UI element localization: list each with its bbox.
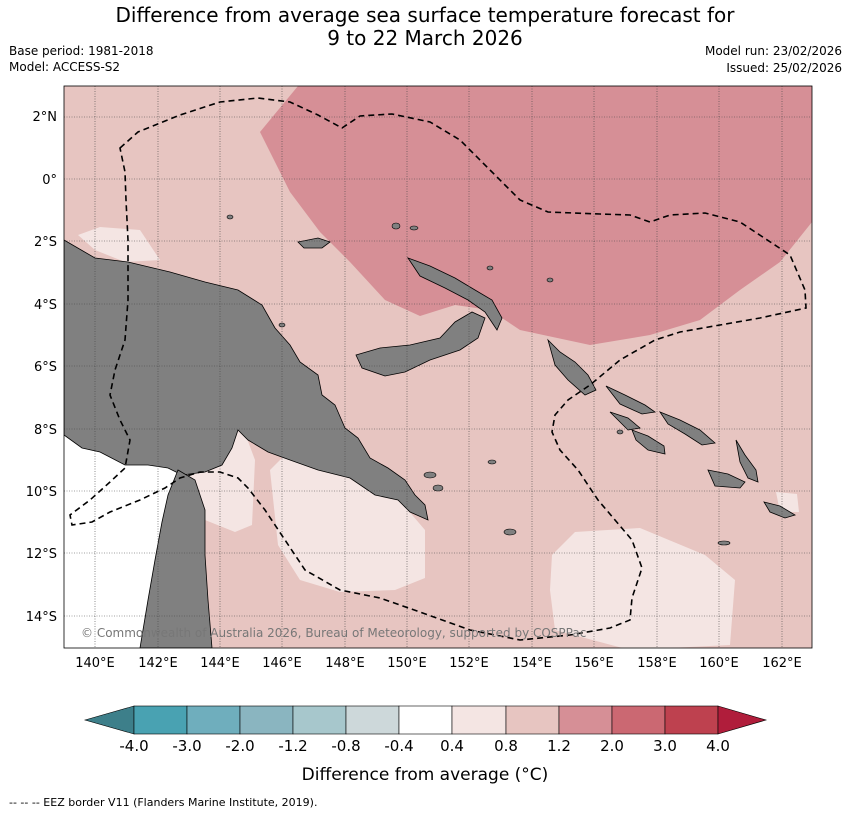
- sst-anomaly-map: © Commonwealth of Australia 2026, Bureau…: [26, 85, 813, 785]
- colorbar-segment-7: [451, 705, 507, 735]
- small-islands: [226, 214, 731, 546]
- land-bougainville: [547, 338, 597, 396]
- map-area: [64, 86, 812, 648]
- colorbar-tick-1: -4.0: [119, 737, 148, 755]
- lat-label-6s: 6°S: [34, 360, 57, 375]
- colorbar-tick-8: 0.8: [494, 737, 518, 755]
- lon-label-140e: 140°E: [75, 656, 115, 671]
- colorbar-tick-6: -0.4: [384, 737, 413, 755]
- colorbar-tick-2: -3.0: [172, 737, 201, 755]
- land-santa-isabel: [658, 411, 716, 446]
- colorbar-tick-7: 0.4: [440, 737, 464, 755]
- land-makira: [707, 469, 746, 489]
- colorbar-segment-6: [398, 705, 453, 735]
- colorbar-segment-1: [133, 705, 188, 735]
- colorbar-segment-3: [239, 705, 294, 735]
- colorbar-tick-4: -1.2: [278, 737, 307, 755]
- colorbar-segment-8: [505, 705, 560, 735]
- lon-label-144e: 144°E: [200, 656, 240, 671]
- lon-label-160e: 160°E: [699, 656, 739, 671]
- colorbar-arrow-high: [717, 705, 768, 735]
- colorbar-segment-9: [558, 705, 613, 735]
- lat-label-14s: 14°S: [26, 610, 57, 625]
- colorbar-tick-10: 2.0: [600, 737, 624, 755]
- colorbar-segment-10: [611, 705, 666, 735]
- title-line-1: Difference from average sea surface temp…: [115, 3, 735, 27]
- base-period-label: Base period: 1981-2018: [9, 44, 154, 58]
- title-line-2: 9 to 22 March 2026: [327, 26, 523, 50]
- lon-label-142e: 142°E: [138, 656, 178, 671]
- land-new-georgia: [609, 411, 641, 431]
- model-run-label: Model run: 23/02/2026: [704, 44, 842, 58]
- colorbar: [83, 705, 768, 735]
- copyright-text: © Commonwealth of Australia 2026, Bureau…: [81, 626, 586, 640]
- colorbar-arrow-low: [83, 705, 135, 735]
- land-choiseul: [605, 385, 657, 415]
- lat-label-2s: 2°S: [34, 235, 57, 250]
- lon-label-158e: 158°E: [637, 656, 677, 671]
- lon-label-146e: 146°E: [262, 656, 302, 671]
- colorbar-tick-11: 3.0: [653, 737, 677, 755]
- land-new-ireland: [406, 257, 503, 331]
- lat-label-8s: 8°S: [34, 423, 57, 438]
- graticule: [64, 86, 812, 648]
- colorbar-tick-5: -0.8: [331, 737, 360, 755]
- lat-label-0: 0°: [42, 173, 57, 188]
- lon-label-154e: 154°E: [512, 656, 552, 671]
- lon-label-148e: 148°E: [325, 656, 365, 671]
- lat-label-10s: 10°S: [26, 485, 57, 500]
- lon-label-152e: 152°E: [449, 656, 489, 671]
- lon-label-156e: 156°E: [574, 656, 614, 671]
- lon-label-162e: 162°E: [762, 656, 802, 671]
- land-manus: [297, 237, 331, 249]
- model-label: Model: ACCESS-S2: [9, 60, 121, 74]
- colorbar-segment-11: [664, 705, 719, 735]
- eez-border: [69, 97, 807, 641]
- colorbar-title: Difference from average (°C): [302, 765, 549, 785]
- colorbar-tick-3: -2.0: [225, 737, 254, 755]
- lat-label-12s: 12°S: [26, 547, 57, 562]
- issued-label: Issued: 25/02/2026: [726, 61, 842, 75]
- anomaly-band-0-4-0-8-southeast: [550, 528, 735, 648]
- anomaly-band-1-2-2-0: [260, 86, 812, 345]
- land-malaita: [735, 439, 759, 483]
- colorbar-segment-2: [186, 705, 241, 735]
- land-new-britain: [355, 311, 486, 377]
- lat-label-2n: 2°N: [33, 110, 58, 125]
- land-guadalcanal: [631, 429, 666, 455]
- land-rennell: [763, 501, 796, 519]
- eez-footnote: -- -- -- EEZ border V11 (Flanders Marine…: [9, 796, 318, 809]
- colorbar-segment-5: [345, 705, 400, 735]
- colorbar-segment-4: [292, 705, 347, 735]
- colorbar-tick-9: 1.2: [547, 737, 571, 755]
- lon-label-150e: 150°E: [387, 656, 427, 671]
- colorbar-tick-12: 4.0: [706, 737, 730, 755]
- map-frame: [63, 85, 813, 649]
- lat-label-4s: 4°S: [34, 298, 57, 313]
- anomaly-band-0-4-0-8-west: [78, 227, 160, 262]
